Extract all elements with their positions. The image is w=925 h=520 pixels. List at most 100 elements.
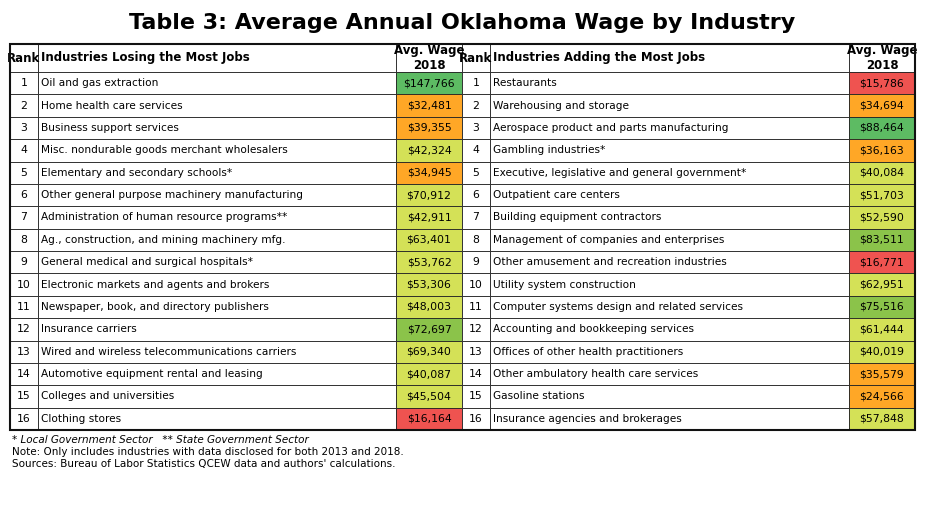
Bar xyxy=(490,139,849,162)
Bar xyxy=(849,72,915,94)
Bar xyxy=(462,44,490,72)
Bar xyxy=(849,363,915,385)
Text: $48,003: $48,003 xyxy=(406,302,451,312)
Bar xyxy=(38,274,396,296)
Text: 11: 11 xyxy=(18,302,31,312)
Bar xyxy=(38,162,396,184)
Text: Elementary and secondary schools*: Elementary and secondary schools* xyxy=(41,167,232,178)
Bar xyxy=(849,94,915,117)
Text: $36,163: $36,163 xyxy=(859,145,905,155)
Bar xyxy=(10,229,38,251)
Text: 4: 4 xyxy=(20,145,28,155)
Bar xyxy=(462,139,490,162)
Text: Computer systems design and related services: Computer systems design and related serv… xyxy=(493,302,743,312)
Text: $63,401: $63,401 xyxy=(407,235,451,245)
Text: Clothing stores: Clothing stores xyxy=(41,414,121,424)
Bar xyxy=(490,184,849,206)
Bar xyxy=(462,229,490,251)
Bar xyxy=(849,341,915,363)
Text: 13: 13 xyxy=(469,347,483,357)
Bar xyxy=(396,385,462,408)
Text: Industries Adding the Most Jobs: Industries Adding the Most Jobs xyxy=(493,51,705,64)
Text: Outpatient care centers: Outpatient care centers xyxy=(493,190,620,200)
Text: 5: 5 xyxy=(473,167,479,178)
Text: $72,697: $72,697 xyxy=(407,324,451,334)
Text: 16: 16 xyxy=(469,414,483,424)
Bar xyxy=(38,117,396,139)
Text: Warehousing and storage: Warehousing and storage xyxy=(493,100,629,111)
Text: 3: 3 xyxy=(20,123,28,133)
Bar xyxy=(396,296,462,318)
Bar xyxy=(490,408,849,430)
Text: Colleges and universities: Colleges and universities xyxy=(41,392,174,401)
Bar xyxy=(462,72,490,94)
Text: $52,590: $52,590 xyxy=(859,213,905,223)
Text: 7: 7 xyxy=(20,213,28,223)
Bar xyxy=(849,274,915,296)
Text: Administration of human resource programs**: Administration of human resource program… xyxy=(41,213,288,223)
Text: 3: 3 xyxy=(473,123,479,133)
Text: 9: 9 xyxy=(20,257,28,267)
Text: Gambling industries*: Gambling industries* xyxy=(493,145,605,155)
Text: Table 3: Average Annual Oklahoma Wage by Industry: Table 3: Average Annual Oklahoma Wage by… xyxy=(129,13,796,33)
Text: Rank: Rank xyxy=(460,51,493,64)
Bar xyxy=(10,72,38,94)
Bar xyxy=(490,274,849,296)
Bar xyxy=(849,385,915,408)
Text: $40,084: $40,084 xyxy=(859,167,905,178)
Bar xyxy=(849,296,915,318)
Bar xyxy=(38,139,396,162)
Text: Gasoline stations: Gasoline stations xyxy=(493,392,585,401)
Text: Industries Losing the Most Jobs: Industries Losing the Most Jobs xyxy=(41,51,250,64)
Text: 16: 16 xyxy=(18,414,31,424)
Text: $42,911: $42,911 xyxy=(407,213,451,223)
Text: 2: 2 xyxy=(20,100,28,111)
Bar xyxy=(462,408,490,430)
Text: Sources: Bureau of Labor Statistics QCEW data and authors' calculations.: Sources: Bureau of Labor Statistics QCEW… xyxy=(12,459,396,469)
Text: $57,848: $57,848 xyxy=(859,414,905,424)
Text: $53,306: $53,306 xyxy=(407,280,451,290)
Bar xyxy=(10,44,915,430)
Bar xyxy=(396,139,462,162)
Bar xyxy=(38,251,396,274)
Bar xyxy=(462,318,490,341)
Bar xyxy=(490,72,849,94)
Text: Restaurants: Restaurants xyxy=(493,78,557,88)
Bar xyxy=(849,139,915,162)
Text: Management of companies and enterprises: Management of companies and enterprises xyxy=(493,235,724,245)
Text: $34,694: $34,694 xyxy=(859,100,905,111)
Text: Accounting and bookkeeping services: Accounting and bookkeeping services xyxy=(493,324,694,334)
Text: 12: 12 xyxy=(18,324,31,334)
Bar xyxy=(396,162,462,184)
Bar xyxy=(849,162,915,184)
Bar xyxy=(490,94,849,117)
Text: Automotive equipment rental and leasing: Automotive equipment rental and leasing xyxy=(41,369,263,379)
Bar xyxy=(396,94,462,117)
Bar xyxy=(462,184,490,206)
Bar xyxy=(490,206,849,229)
Text: $39,355: $39,355 xyxy=(407,123,451,133)
Bar xyxy=(490,385,849,408)
Text: 7: 7 xyxy=(473,213,479,223)
Text: 15: 15 xyxy=(18,392,31,401)
Bar xyxy=(462,363,490,385)
Bar xyxy=(10,251,38,274)
Text: Executive, legislative and general government*: Executive, legislative and general gover… xyxy=(493,167,746,178)
Bar xyxy=(10,363,38,385)
Text: $35,579: $35,579 xyxy=(859,369,905,379)
Bar xyxy=(849,408,915,430)
Text: $75,516: $75,516 xyxy=(859,302,905,312)
Text: $16,771: $16,771 xyxy=(859,257,905,267)
Text: 12: 12 xyxy=(469,324,483,334)
Bar xyxy=(10,385,38,408)
Bar xyxy=(849,206,915,229)
Bar xyxy=(396,318,462,341)
Text: 9: 9 xyxy=(473,257,479,267)
Text: Newspaper, book, and directory publishers: Newspaper, book, and directory publisher… xyxy=(41,302,269,312)
Text: Ag., construction, and mining machinery mfg.: Ag., construction, and mining machinery … xyxy=(41,235,286,245)
Bar xyxy=(10,206,38,229)
Text: Offices of other health practitioners: Offices of other health practitioners xyxy=(493,347,684,357)
Text: $70,912: $70,912 xyxy=(407,190,451,200)
Text: 6: 6 xyxy=(473,190,479,200)
Text: Insurance carriers: Insurance carriers xyxy=(41,324,137,334)
